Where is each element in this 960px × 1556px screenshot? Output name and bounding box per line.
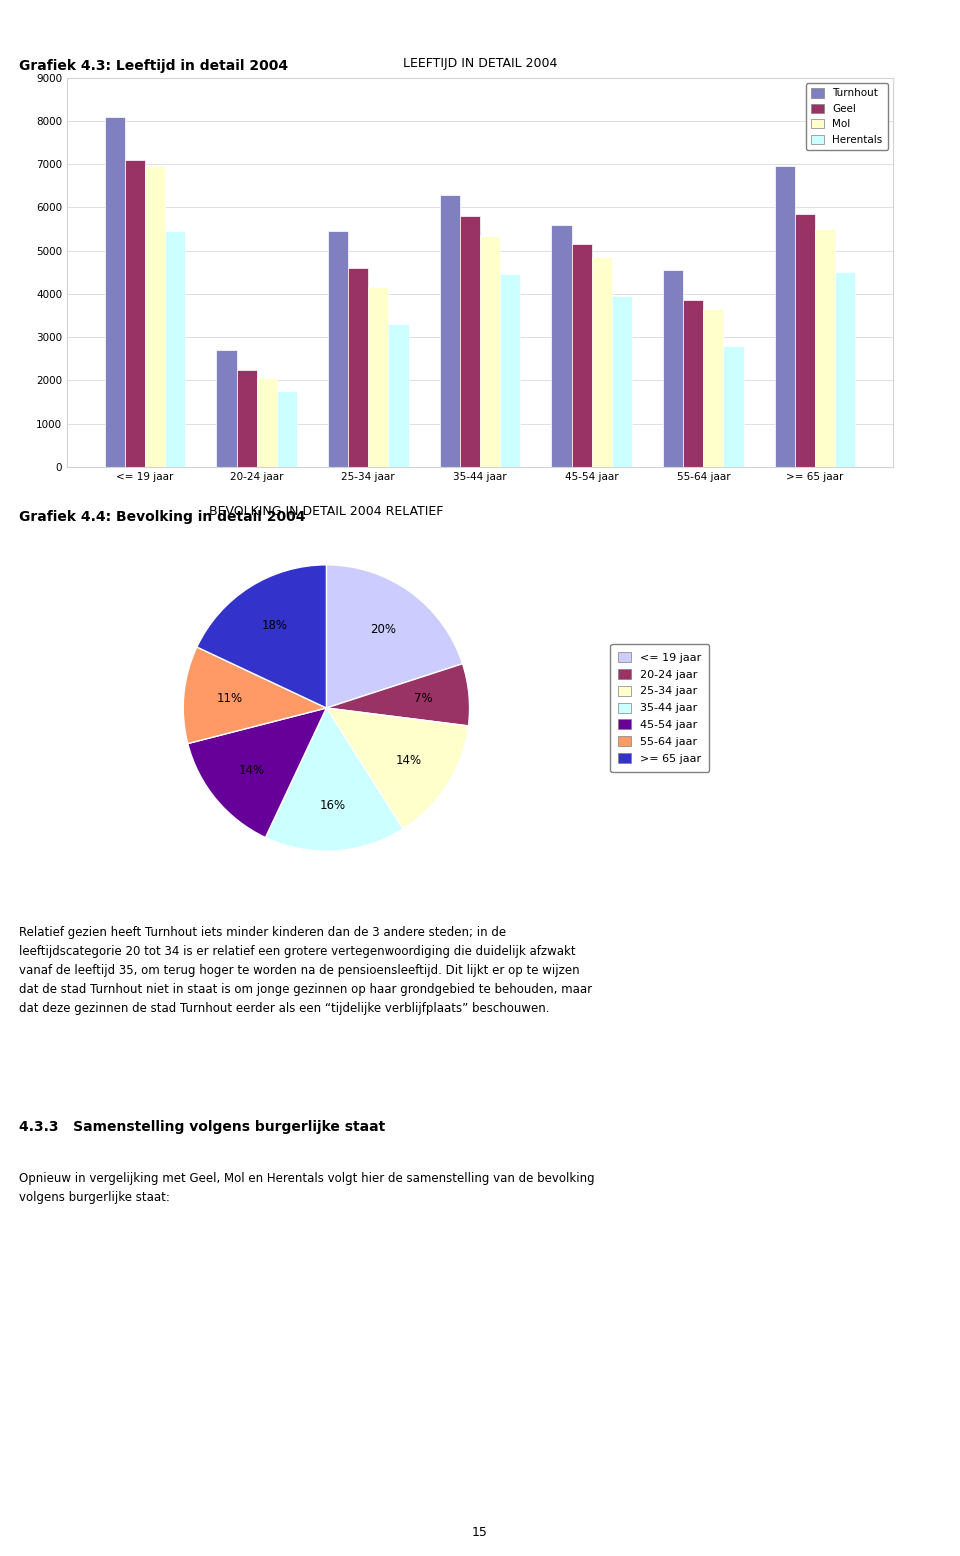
Bar — [165, 232, 185, 467]
Bar — [460, 216, 480, 467]
Bar — [369, 288, 389, 467]
Bar — [480, 235, 500, 467]
Bar — [216, 350, 236, 467]
Text: 15: 15 — [472, 1526, 488, 1539]
Bar — [571, 244, 591, 467]
Bar — [663, 271, 684, 467]
Wedge shape — [266, 708, 403, 851]
Bar — [612, 296, 632, 467]
Title: BEVOLKING IN DETAIL 2004 RELATIEF: BEVOLKING IN DETAIL 2004 RELATIEF — [209, 506, 444, 518]
Text: 18%: 18% — [261, 619, 287, 632]
Bar — [704, 310, 724, 467]
Bar — [684, 300, 704, 467]
Wedge shape — [326, 565, 463, 708]
Wedge shape — [188, 708, 326, 837]
Wedge shape — [326, 664, 469, 727]
Text: 20%: 20% — [371, 622, 396, 636]
Bar — [775, 166, 795, 467]
Bar — [256, 378, 276, 467]
Bar — [276, 391, 297, 467]
Bar — [125, 160, 145, 467]
Bar — [145, 166, 165, 467]
Text: Opnieuw in vergelijking met Geel, Mol en Herentals volgt hier de samenstelling v: Opnieuw in vergelijking met Geel, Mol en… — [19, 1172, 595, 1204]
Bar — [500, 274, 520, 467]
Text: 16%: 16% — [320, 798, 346, 812]
Text: 11%: 11% — [216, 692, 243, 705]
Bar — [835, 272, 855, 467]
Bar — [795, 215, 815, 467]
Text: 7%: 7% — [414, 692, 433, 705]
Wedge shape — [326, 708, 468, 829]
Text: Relatief gezien heeft Turnhout iets minder kinderen dan de 3 andere steden; in d: Relatief gezien heeft Turnhout iets mind… — [19, 926, 592, 1015]
Text: Grafiek 4.4: Bevolking in detail 2004: Grafiek 4.4: Bevolking in detail 2004 — [19, 510, 305, 524]
Bar — [551, 224, 571, 467]
Legend: <= 19 jaar, 20-24 jaar, 25-34 jaar, 35-44 jaar, 45-54 jaar, 55-64 jaar, >= 65 ja: <= 19 jaar, 20-24 jaar, 25-34 jaar, 35-4… — [611, 644, 709, 772]
Bar — [389, 324, 409, 467]
Bar — [328, 232, 348, 467]
Text: 14%: 14% — [396, 753, 421, 767]
Bar — [815, 229, 835, 467]
Text: Grafiek 4.3: Leeftijd in detail 2004: Grafiek 4.3: Leeftijd in detail 2004 — [19, 59, 288, 73]
Wedge shape — [197, 565, 326, 708]
Wedge shape — [183, 647, 326, 744]
Title: LEEFTIJD IN DETAIL 2004: LEEFTIJD IN DETAIL 2004 — [403, 56, 557, 70]
Bar — [348, 268, 369, 467]
Bar — [236, 370, 256, 467]
Bar — [105, 117, 125, 467]
Bar — [724, 345, 744, 467]
Bar — [440, 194, 460, 467]
Legend: Turnhout, Geel, Mol, Herentals: Turnhout, Geel, Mol, Herentals — [806, 82, 888, 149]
Bar — [591, 257, 612, 467]
Text: 4.3.3   Samenstelling volgens burgerlijke staat: 4.3.3 Samenstelling volgens burgerlijke … — [19, 1120, 386, 1134]
Text: 14%: 14% — [238, 764, 264, 776]
